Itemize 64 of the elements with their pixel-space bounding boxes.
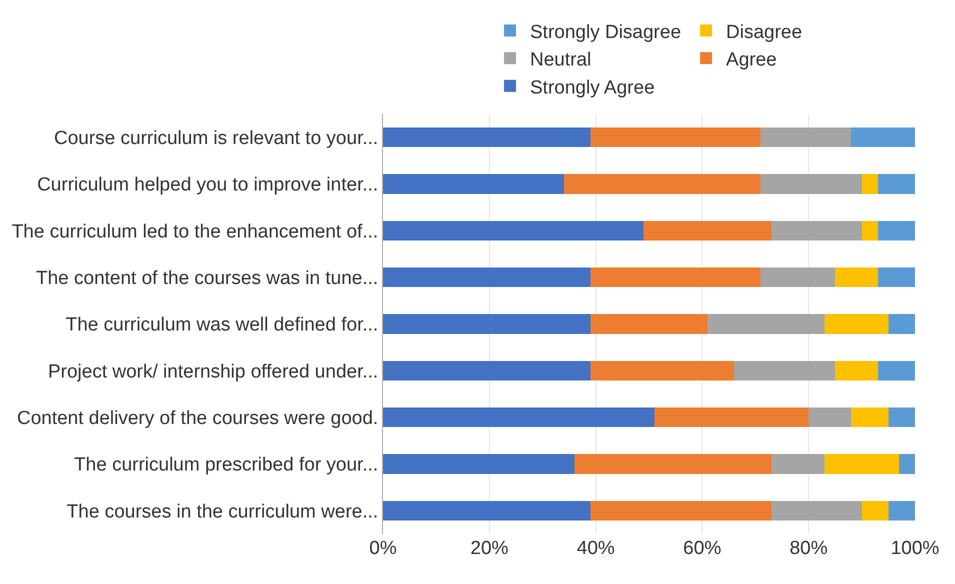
bar [590, 500, 772, 520]
bar [878, 360, 915, 380]
bar [383, 174, 564, 194]
bar [383, 128, 590, 148]
bar [383, 268, 590, 288]
bar [708, 314, 825, 334]
bar [851, 128, 915, 148]
bar [590, 314, 708, 334]
bar [590, 128, 761, 148]
bar [734, 360, 836, 380]
y-tick-label: The curriculum led to the enhancement of... [12, 221, 378, 242]
bar [760, 174, 862, 194]
bar [383, 220, 644, 240]
bar [862, 174, 878, 194]
legend-label: Neutral [530, 50, 592, 71]
bar [808, 408, 852, 428]
bar [574, 454, 772, 474]
y-tick-label: The content of the courses was in tune... [36, 268, 378, 289]
bar [564, 174, 761, 194]
x-tick-label: 0% [369, 538, 397, 559]
legend-label: Disagree [726, 22, 802, 43]
bar [383, 360, 590, 380]
x-tick-label: 20% [470, 538, 509, 559]
bar [888, 314, 915, 334]
legend-label: Strongly Agree [530, 77, 655, 98]
y-tick-label: The curriculum was well defined for... [66, 314, 378, 336]
x-tick-label: 60% [683, 538, 722, 559]
legend-label: Agree [726, 50, 777, 71]
bar [835, 360, 878, 380]
bar [899, 454, 915, 474]
y-tick-label: Course curriculum is relevant to your... [54, 128, 378, 149]
bar [824, 314, 888, 334]
bar [644, 220, 772, 240]
bar [383, 314, 590, 334]
bar [888, 500, 915, 520]
y-tick-label: The curriculum prescribed for your... [74, 454, 378, 476]
bar [654, 408, 809, 428]
y-tick-label: Curriculum helped you to improve inter... [37, 174, 378, 196]
bar [590, 360, 734, 380]
y-tick-label: The courses in the curriculum were... [66, 501, 378, 522]
bar [878, 268, 915, 288]
bar [862, 220, 878, 240]
bar [771, 500, 862, 520]
bar [771, 454, 825, 474]
bar [590, 268, 761, 288]
bar [888, 408, 915, 428]
x-tick-label: 100% [890, 538, 940, 559]
bar [824, 454, 900, 474]
y-tick-label: Content delivery of the courses were good. [16, 408, 378, 429]
bar [760, 128, 852, 148]
bar [835, 268, 878, 288]
x-tick-label: 40% [576, 538, 615, 559]
y-tick-label: Project work/ internship offered under... [48, 361, 378, 382]
x-tick-label: 80% [790, 538, 828, 559]
bar [383, 500, 590, 520]
bar [383, 408, 654, 428]
bar [383, 454, 575, 474]
bar [878, 220, 915, 240]
bar [862, 500, 888, 520]
bar [760, 268, 836, 288]
bar [851, 408, 888, 428]
bar [771, 220, 862, 240]
legend-label: Strongly Disagree [530, 22, 682, 43]
bar [878, 174, 915, 194]
